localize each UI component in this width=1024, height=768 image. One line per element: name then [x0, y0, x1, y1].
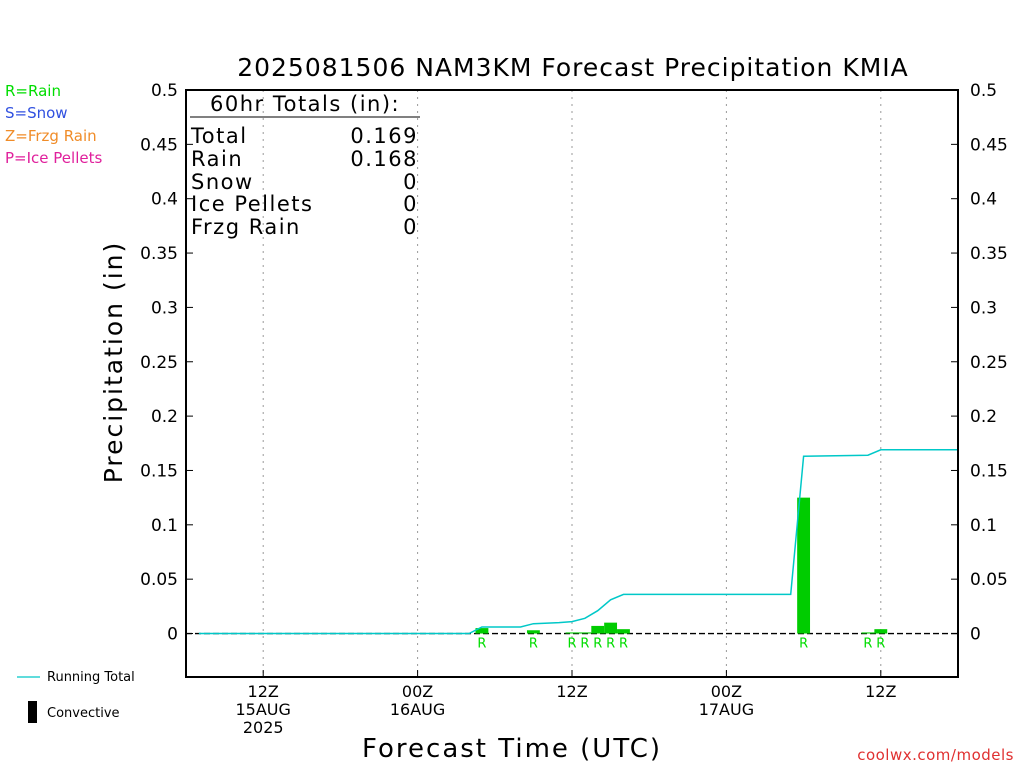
y-tick-label-right: 0.15 — [970, 461, 1008, 481]
y-ticks: 0 00.05 0.050.1 0.10.15 0.150.2 0.20.25 0.250.… — [140, 81, 1008, 645]
running-total-line-group — [198, 449, 958, 635]
convective-legend-label: Convective — [47, 706, 120, 721]
y-tick-label: 0.5 — [151, 81, 178, 101]
y-tick-label: 0.3 — [151, 298, 178, 318]
totals-value-total: 0.169 — [350, 124, 418, 148]
precip-bar — [617, 629, 630, 634]
gridlines — [186, 90, 958, 677]
x-tick-label: 2025 — [243, 718, 284, 737]
precip-bar — [797, 497, 811, 634]
y-tick-label-right: 0 — [970, 625, 981, 645]
credit-link[interactable]: coolwx.com/models — [857, 746, 1014, 764]
precip-bar — [861, 632, 875, 634]
ptype-label: R — [477, 637, 486, 652]
y-tick-label: 0.2 — [151, 407, 178, 427]
x-tick-label: 17AUG — [699, 700, 754, 719]
ptype-label: R — [876, 637, 885, 652]
x-tick-label: 12Z — [556, 682, 587, 701]
totals-label-frzg-rain: Frzg Rain — [191, 215, 301, 239]
precip-bar — [475, 628, 489, 634]
ptype-label: R — [580, 637, 589, 652]
totals-header: 60hr Totals (in): — [210, 92, 400, 116]
y-tick-label-right: 0.3 — [970, 298, 997, 318]
totals-label-ice-pellets: Ice Pellets — [191, 192, 313, 216]
y-tick-label-right: 0.4 — [970, 190, 997, 210]
precip-bar — [874, 629, 888, 634]
x-tick-label: 12Z — [865, 682, 896, 701]
y-tick-label-right: 0.35 — [970, 244, 1008, 264]
running-total-line — [198, 449, 958, 635]
ptype-label: R — [567, 637, 576, 652]
totals-box: 60hr Totals (in): Total 0.169 Rain 0.168… — [190, 92, 420, 239]
y-tick-label: 0.1 — [151, 516, 178, 536]
y-tick-label: 0 — [167, 625, 178, 645]
x-tick-label: 12Z — [248, 682, 279, 701]
y-tick-label: 0.15 — [140, 461, 178, 481]
precip-bars — [475, 497, 888, 634]
x-tick-label: 00Z — [402, 682, 433, 701]
totals-label-snow: Snow — [191, 170, 254, 194]
totals-label-total: Total — [190, 124, 248, 148]
precip-bar — [565, 632, 579, 634]
y-tick-label-right: 0.1 — [970, 516, 997, 536]
y-tick-label-right: 0.5 — [970, 81, 997, 101]
x-tick-label: 15AUG — [235, 700, 290, 719]
y-tick-label: 0.35 — [140, 244, 178, 264]
ptype-label: R — [593, 637, 602, 652]
precip-bar — [591, 625, 605, 634]
ptype-label: R — [529, 637, 538, 652]
legend-rain: R=Rain — [5, 82, 61, 100]
totals-value-rain: 0.168 — [350, 147, 418, 171]
y-tick-label: 0.45 — [140, 135, 178, 155]
y-axis-label: Precipitation (in) — [99, 241, 128, 484]
precip-bar — [526, 630, 540, 634]
totals-value-frzg-rain: 0 — [403, 215, 418, 239]
y-tick-label-right: 0.25 — [970, 353, 1008, 373]
ptype-label: R — [619, 637, 628, 652]
ptype-label: R — [606, 637, 615, 652]
running-total-legend-label: Running Total — [47, 670, 135, 685]
precip-bar — [604, 622, 618, 634]
y-tick-label-right: 0.2 — [970, 407, 997, 427]
x-tick-label: 00Z — [711, 682, 742, 701]
legend-frzg-rain: Z=Frzg Rain — [5, 127, 97, 145]
chart-title: 2025081506 NAM3KM Forecast Precipitation… — [237, 53, 909, 82]
totals-value-snow: 0 — [403, 170, 418, 194]
convective-legend-icon — [28, 701, 37, 723]
totals-label-rain: Rain — [191, 147, 243, 171]
y-tick-label-right: 0.45 — [970, 135, 1008, 155]
totals-value-ice-pellets: 0 — [403, 192, 418, 216]
y-tick-label-right: 0.05 — [970, 570, 1008, 590]
ptype-label: R — [863, 637, 872, 652]
y-tick-label: 0.4 — [151, 190, 178, 210]
legend-snow: S=Snow — [5, 104, 68, 122]
ptype-label: R — [799, 637, 808, 652]
y-tick-label: 0.05 — [140, 570, 178, 590]
x-axis-label: Forecast Time (UTC) — [361, 734, 662, 764]
precip-bar — [578, 632, 592, 634]
x-tick-label: 16AUG — [390, 700, 445, 719]
y-tick-label: 0.25 — [140, 353, 178, 373]
legend-ice-pellets: P=Ice Pellets — [5, 149, 103, 167]
